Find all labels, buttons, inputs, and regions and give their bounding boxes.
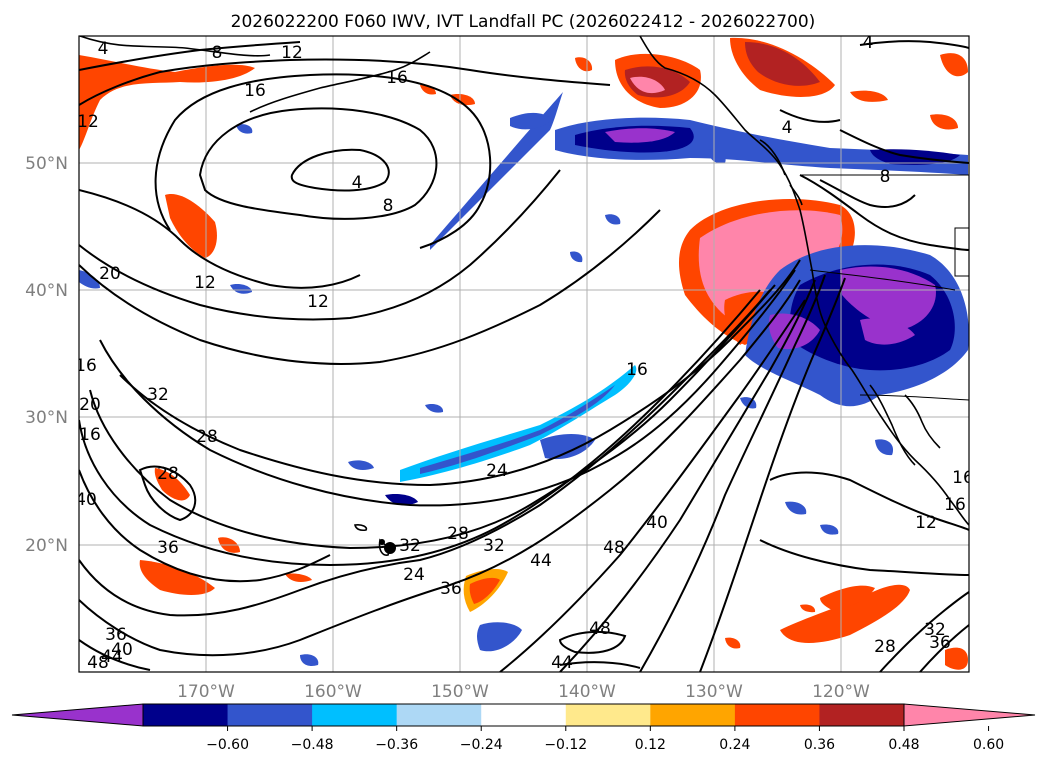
- lat-label-40n: 40°N: [25, 281, 68, 301]
- contour-label: 12: [915, 513, 937, 533]
- contour-label: 24: [486, 461, 508, 481]
- contour-label: 32: [924, 620, 946, 640]
- contour-label: 36: [440, 579, 462, 599]
- map-area: 4 8 12 12 16 16 4 8 20 12 12 16 16 20 32…: [75, 33, 974, 673]
- contour-label: 16: [75, 356, 97, 376]
- contour-label: 28: [196, 427, 218, 447]
- colorbar-segment: [396, 704, 482, 726]
- longitude-labels: 170°W 160°W 150°W 140°W 130°W 120°W: [177, 682, 870, 702]
- colorbar-frame: [142, 703, 905, 727]
- contour-label: 40: [646, 513, 668, 533]
- contour-label: 36: [105, 625, 127, 645]
- contour-label: 4: [352, 173, 363, 193]
- contour-label: 32: [483, 536, 505, 556]
- contour-label: 24: [403, 565, 425, 585]
- contour-label: 48: [87, 653, 109, 673]
- colorbar-segment: [143, 704, 229, 726]
- contour-label: 8: [383, 196, 394, 216]
- colorbar-tick-label: −0.48: [291, 737, 334, 753]
- contour-label: 4: [863, 33, 874, 53]
- contour-labels: 4 8 12 12 16 16 4 8 20 12 12 16 16 20 32…: [75, 33, 974, 673]
- graticule: [79, 36, 969, 672]
- contour-label: 32: [147, 385, 169, 405]
- contour-label: 12: [194, 273, 216, 293]
- colorbar-segment: [734, 704, 820, 726]
- contour-label: 36: [157, 538, 179, 558]
- contour-label: 28: [157, 464, 179, 484]
- colorbar-extend-high: [903, 703, 1036, 727]
- lat-label-30n: 30°N: [25, 408, 68, 428]
- colorbar-ticks: −0.60 −0.48 −0.36 −0.24 −0.12 0.12 0.24 0.36 0.4…: [206, 726, 1004, 753]
- hawaii-islands: [379, 539, 396, 554]
- colorbar-extend-low: [11, 703, 144, 727]
- colorbar-tick-label: 0.60: [973, 737, 1004, 753]
- contour-label: 28: [874, 637, 896, 657]
- contour-label: 4: [782, 118, 793, 138]
- map-title: 2026022200 F060 IWV, IVT Landfall PC (20…: [231, 12, 816, 32]
- contour-label: 20: [79, 395, 101, 415]
- colorbar-tick-label: 0.48: [888, 737, 919, 753]
- colorbar-segment: [312, 704, 398, 726]
- colorbar-segment: [819, 704, 905, 726]
- contour-label: 36: [929, 633, 951, 653]
- latitude-labels: 50°N 40°N 30°N 20°N: [25, 154, 68, 556]
- contour-label: 40: [75, 490, 97, 510]
- contour-label: 16: [952, 468, 974, 488]
- map-frame: [78, 35, 970, 673]
- contour-label: 12: [77, 112, 99, 132]
- colorbar-segment: [650, 704, 736, 726]
- contour-label: 28: [447, 524, 469, 544]
- colorbar-tick-label: 0.36: [804, 737, 835, 753]
- contour-label: 48: [603, 538, 625, 558]
- lon-label-160w: 160°W: [304, 682, 362, 702]
- contour-label: 44: [101, 647, 123, 667]
- lat-label-20n: 20°N: [25, 536, 68, 556]
- contour-label: 16: [626, 360, 648, 380]
- lon-label-150w: 150°W: [431, 682, 489, 702]
- colorbar-segment: [565, 704, 651, 726]
- contour-label: 16: [944, 495, 966, 515]
- contour-label: 12: [307, 292, 329, 312]
- contour-label: 44: [551, 653, 573, 673]
- lon-label-140w: 140°W: [558, 682, 616, 702]
- contour-label: 8: [880, 167, 891, 187]
- contour-label: 20: [99, 264, 121, 284]
- colorbar-segment: [481, 704, 567, 726]
- colorbar-segment: [227, 704, 313, 726]
- colorbar-tick-label: −0.12: [544, 737, 587, 753]
- lon-label-170w: 170°W: [177, 682, 235, 702]
- contour-label: 8: [212, 43, 223, 63]
- colorbar-tick-label: −0.24: [460, 737, 503, 753]
- contour-label: 44: [530, 551, 552, 571]
- colorbar-tick-label: −0.36: [375, 737, 418, 753]
- lat-label-50n: 50°N: [25, 154, 68, 174]
- contour-label: 32: [399, 536, 421, 556]
- contour-label: 12: [281, 43, 303, 63]
- colorbar-tick-label: 0.24: [719, 737, 750, 753]
- colorbar-tick-label: −0.60: [206, 737, 249, 753]
- contour-label: 48: [589, 619, 611, 639]
- contour-label: 16: [386, 68, 408, 88]
- contour-label: 16: [79, 425, 101, 445]
- contour-label: 16: [244, 81, 266, 101]
- lon-label-130w: 130°W: [685, 682, 743, 702]
- lon-label-120w: 120°W: [812, 682, 870, 702]
- colorbar-tick-label: 0.12: [635, 737, 666, 753]
- colorbar: [11, 703, 1036, 727]
- contour-label: 40: [111, 640, 133, 660]
- contour-label: 4: [98, 39, 109, 59]
- iwv-contours: [79, 40, 969, 672]
